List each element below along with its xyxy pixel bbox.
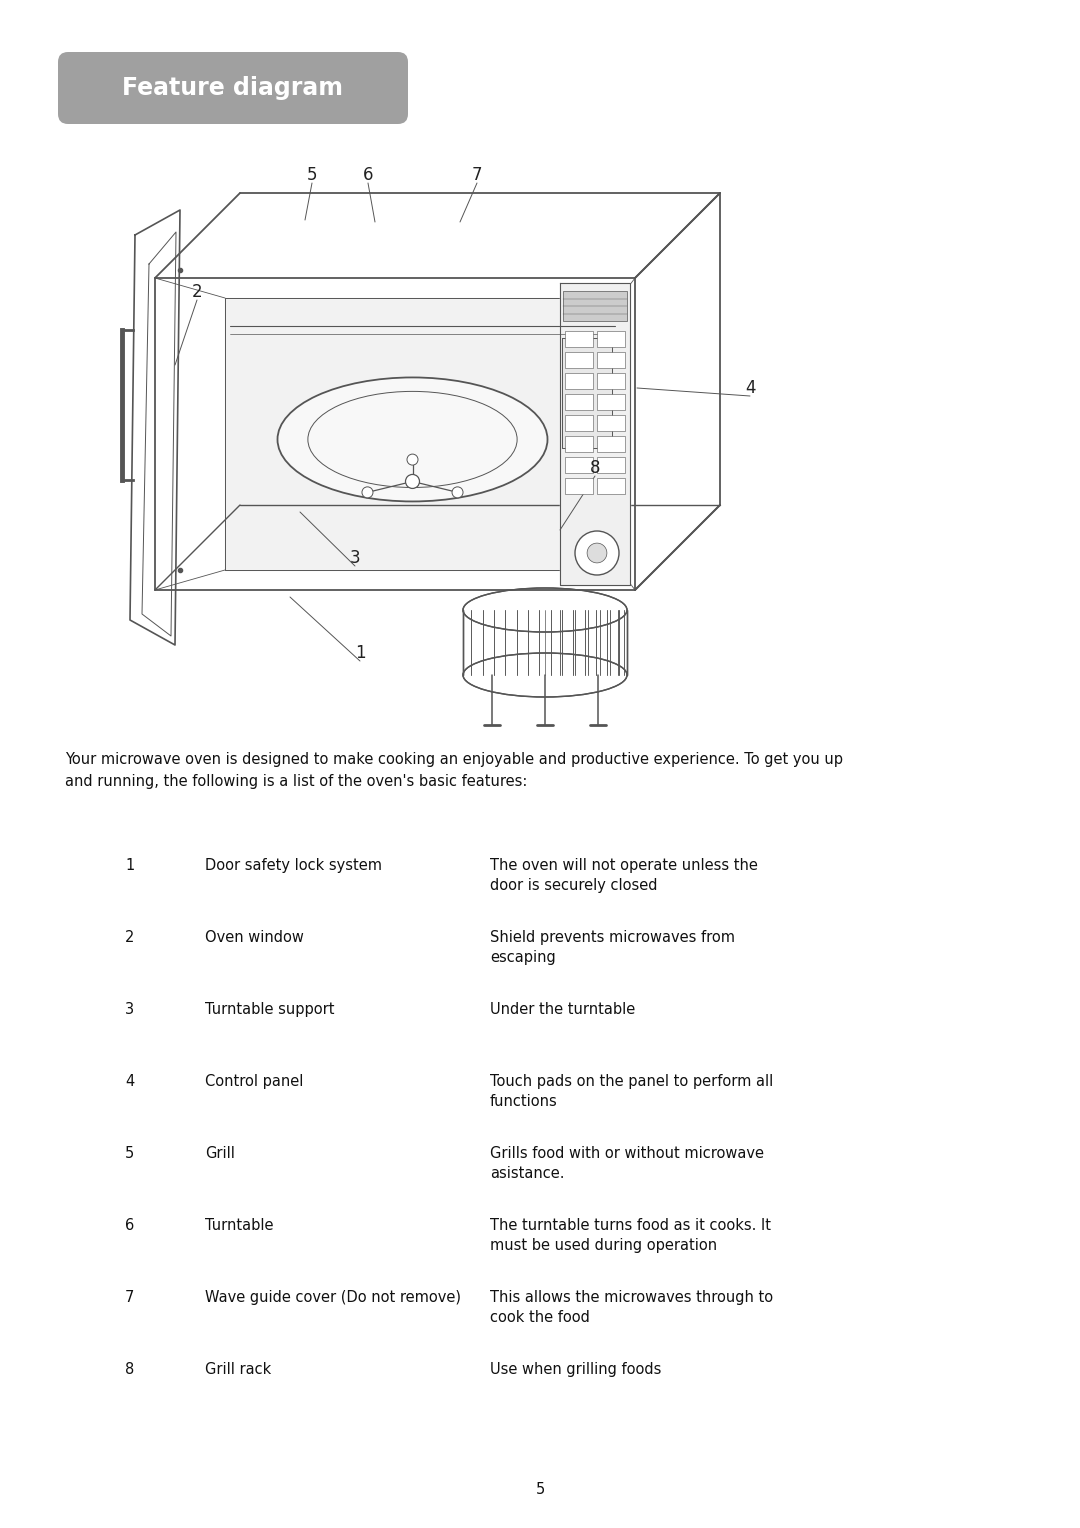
Text: 8: 8 <box>590 458 600 477</box>
Circle shape <box>453 487 463 498</box>
Text: The oven will not operate unless the
door is securely closed: The oven will not operate unless the doo… <box>490 859 758 894</box>
Polygon shape <box>562 338 612 448</box>
Text: 4: 4 <box>745 379 755 397</box>
Text: 7: 7 <box>472 167 483 183</box>
Text: Turntable: Turntable <box>205 1218 273 1233</box>
Text: Grill rack: Grill rack <box>205 1361 271 1377</box>
Bar <box>597 332 625 347</box>
Bar <box>565 351 593 368</box>
FancyBboxPatch shape <box>58 52 408 124</box>
Text: 3: 3 <box>125 1002 134 1018</box>
Circle shape <box>588 542 607 562</box>
Text: 2: 2 <box>191 283 202 301</box>
Text: Your microwave oven is designed to make cooking an enjoyable and productive expe: Your microwave oven is designed to make … <box>65 752 843 788</box>
Text: This allows the microwaves through to
cook the food: This allows the microwaves through to co… <box>490 1290 773 1325</box>
Text: Turntable support: Turntable support <box>205 1002 335 1018</box>
Text: Touch pads on the panel to perform all
functions: Touch pads on the panel to perform all f… <box>490 1074 773 1109</box>
Bar <box>565 457 593 474</box>
Text: 3: 3 <box>350 549 361 567</box>
Text: 8: 8 <box>125 1361 134 1377</box>
Text: 1: 1 <box>354 643 365 662</box>
Text: The turntable turns food as it cooks. It
must be used during operation: The turntable turns food as it cooks. It… <box>490 1218 771 1253</box>
Bar <box>565 394 593 410</box>
Bar <box>565 478 593 494</box>
Text: 5: 5 <box>125 1146 134 1161</box>
Bar <box>597 373 625 390</box>
Bar <box>597 351 625 368</box>
Text: Use when grilling foods: Use when grilling foods <box>490 1361 661 1377</box>
Polygon shape <box>463 610 627 675</box>
Bar <box>565 332 593 347</box>
Text: Door safety lock system: Door safety lock system <box>205 859 382 872</box>
Bar <box>597 478 625 494</box>
Polygon shape <box>561 283 630 585</box>
Text: Control panel: Control panel <box>205 1074 303 1089</box>
Bar <box>563 290 627 321</box>
Bar <box>597 416 625 431</box>
Bar <box>565 435 593 452</box>
Text: Oven window: Oven window <box>205 931 303 944</box>
Text: 7: 7 <box>125 1290 134 1305</box>
Text: 6: 6 <box>125 1218 134 1233</box>
Text: Wave guide cover (Do not remove): Wave guide cover (Do not remove) <box>205 1290 461 1305</box>
Text: Grills food with or without microwave
asistance.: Grills food with or without microwave as… <box>490 1146 764 1181</box>
Circle shape <box>362 487 373 498</box>
Circle shape <box>405 474 419 489</box>
Text: 5: 5 <box>307 167 318 183</box>
Text: Feature diagram: Feature diagram <box>122 76 343 99</box>
Bar <box>597 394 625 410</box>
Ellipse shape <box>278 377 548 501</box>
Text: Shield prevents microwaves from
escaping: Shield prevents microwaves from escaping <box>490 931 735 966</box>
Bar <box>597 457 625 474</box>
Bar <box>597 435 625 452</box>
Text: 4: 4 <box>125 1074 134 1089</box>
Text: 1: 1 <box>125 859 134 872</box>
Polygon shape <box>225 298 620 570</box>
Text: 5: 5 <box>536 1482 544 1497</box>
Bar <box>565 416 593 431</box>
Bar <box>565 373 593 390</box>
Text: Grill: Grill <box>205 1146 234 1161</box>
Text: Under the turntable: Under the turntable <box>490 1002 635 1018</box>
Text: 2: 2 <box>125 931 134 944</box>
Circle shape <box>407 454 418 465</box>
Text: 6: 6 <box>363 167 374 183</box>
Circle shape <box>575 532 619 575</box>
